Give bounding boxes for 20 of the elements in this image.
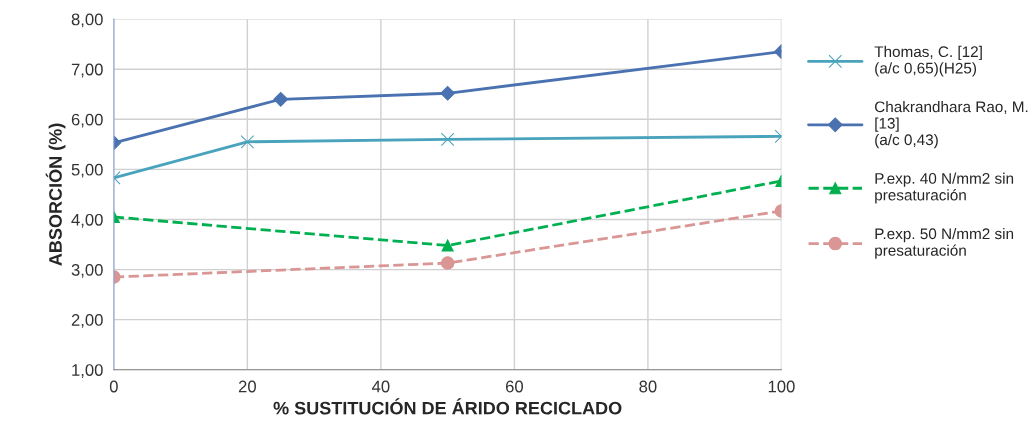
x-tick-label: 60 [505,380,524,393]
y-axis-title: ABSORCIÓN (%) [45,123,66,266]
y-tick-label: 1,00 [72,364,103,378]
legend-label: Chakrandhara Rao, M. [13] (a/c 0,43) [875,101,1028,149]
y-tick-label: 5,00 [71,163,103,178]
x-tick-label: 80 [639,380,657,393]
x-tick-label: 0 [109,380,118,393]
x-axis-title: % SUSTITUCIÓN DE ÁRIDO RECICLADO [273,398,622,415]
y-tick-label: 7,00 [71,63,103,78]
legend-label: P.exp. 40 N/mm2 sin presaturación [875,172,1014,204]
y-tick-label: 3,00 [71,263,103,278]
x-tick-label: 100 [768,380,795,393]
x-tick-label: 40 [371,380,390,393]
y-tick-label: 6,00 [71,113,103,128]
x-tick-label: 20 [238,380,256,393]
y-tick-label: 8,00 [71,13,103,28]
legend-label: Thomas, C. [12] (a/c 0,65)(H25) [874,45,982,77]
y-tick-label: 2,00 [71,314,103,328]
y-tick-label: 4,00 [71,213,103,228]
legend-label: P.exp. 50 N/mm2 sin presaturación [875,227,1014,259]
